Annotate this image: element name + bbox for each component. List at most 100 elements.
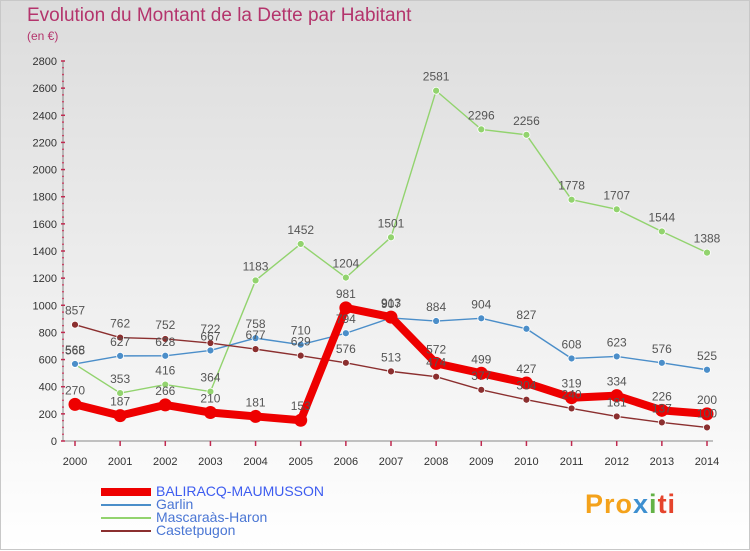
y-tick-label: 200 [39,409,57,421]
y-tick-label: 0 [51,436,57,448]
data-point [384,310,398,324]
legend-swatch-mascaraas-haron [101,517,151,519]
data-label: 266 [155,384,175,398]
y-minor-tick [62,317,64,320]
data-label: 752 [155,318,175,332]
y-minor-tick [62,148,64,151]
series-baliracq-maumusson [68,301,714,427]
y-minor-tick [62,256,64,259]
data-point [477,314,486,323]
data-label: 884 [426,300,446,314]
proxiti-logo: Proxiti [585,489,676,520]
y-minor-tick [62,426,64,429]
data-label: 710 [291,324,311,338]
data-label: 2581 [423,70,450,84]
y-minor-tick [62,372,64,375]
data-point [432,86,441,95]
y-minor-tick [62,121,64,123]
data-point [341,358,350,367]
data-point [519,376,533,390]
y-tick-label: 400 [39,382,57,394]
data-point [339,301,353,315]
data-label: 904 [471,297,491,311]
logo-letters: Pro [585,489,634,519]
x-tick-label: 2007 [379,456,403,468]
data-point [657,418,666,427]
axes: 0 200 400 600 800 1000 1200 1400 1600 1800 2000 220… [33,56,720,468]
data-point [522,324,531,333]
data-point [251,276,260,285]
y-minor-tick [62,107,64,110]
data-label: 364 [200,371,220,385]
x-tick-label: 2006 [334,456,358,468]
data-point [296,240,305,248]
data-label: 427 [516,362,536,376]
logo-letters: i [649,489,658,519]
data-label: 2296 [468,108,495,122]
y-minor-tick [62,134,64,137]
data-label: 1452 [287,223,314,237]
data-point [203,406,217,419]
data-label: 100 [697,406,717,420]
legend-swatch-castetpugon [101,530,151,532]
data-label: 304 [516,379,536,393]
x-tick-label: 2008 [424,456,448,468]
data-label: 628 [155,335,175,349]
data-point [477,125,486,134]
y-minor-tick [62,297,64,300]
data-label: 1778 [558,179,585,193]
y-minor-tick [62,379,64,381]
y-minor-tick [62,66,64,69]
data-point [612,412,621,421]
y-minor-tick [62,189,64,191]
data-label: 2256 [513,114,540,128]
y-minor-tick [62,324,64,327]
y-minor-tick [62,216,64,218]
data-point [341,273,350,282]
data-label: 758 [246,317,266,331]
legend-swatch-baliracq [101,488,151,496]
y-minor-tick [62,311,64,313]
y-minor-tick [62,345,64,347]
data-point [206,346,215,355]
y-tick-label: 2000 [33,165,57,177]
data-point [657,227,666,236]
data-point [522,130,531,139]
y-tick-label: 1200 [33,273,57,285]
data-label: 187 [110,395,130,409]
y-minor-tick [62,290,64,293]
data-point [703,248,711,257]
data-point [387,367,395,376]
y-minor-tick [62,284,64,286]
data-label: 416 [155,364,175,378]
data-label: 153 [291,399,311,413]
data-label: 474 [426,356,446,370]
x-tick-label: 2001 [108,456,132,468]
data-label: 181 [607,395,627,409]
logo-letters: ti [657,489,677,519]
data-label: 794 [336,312,356,326]
data-point [68,397,82,411]
value-labels: 270 187 266 210 181 153 981 913 572 499 427 319 334 2… [65,70,721,421]
y-minor-tick [62,209,64,212]
data-label: 210 [200,392,220,406]
y-minor-tick [62,338,64,341]
y-tick-label: 2600 [33,83,57,95]
legend-swatch-garlin [101,504,151,506]
data-point [612,352,621,361]
data-label: 513 [381,350,401,364]
y-minor-tick [62,419,64,422]
y-tick-label: 1000 [33,300,57,312]
data-label: 1183 [243,259,269,273]
y-tick-label: 1800 [33,192,57,204]
y-minor-tick [62,433,64,436]
data-point [655,403,669,417]
data-point [703,423,711,432]
y-tick-label: 1400 [33,246,57,258]
data-label: 576 [652,342,672,356]
data-point [703,365,711,374]
y-minor-tick [62,202,64,205]
data-label: 353 [110,372,130,386]
y-minor-tick [62,73,64,76]
